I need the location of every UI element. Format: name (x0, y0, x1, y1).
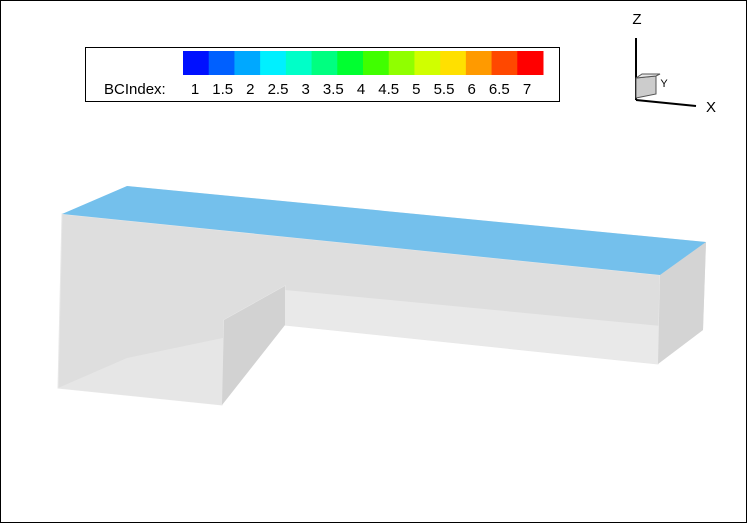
triad-cube-top (635, 73, 661, 79)
top-face (62, 186, 706, 275)
legend-labels: 1 1.5 2 2.5 3 3.5 4 4.5 5 5.5 6 6.5 7 (191, 81, 531, 98)
legend-label: 3.5 (323, 81, 344, 98)
end-face (658, 242, 706, 364)
legend-swatch (183, 51, 210, 75)
legend-label: 4 (357, 81, 365, 98)
notch-face (222, 286, 285, 405)
arm-bottom (285, 290, 703, 364)
legend-swatch (260, 51, 287, 75)
legend-label: 3 (301, 81, 309, 98)
legend-label: 1 (191, 81, 199, 98)
legend-swatch (440, 51, 467, 75)
geometry (57, 186, 706, 406)
legend-swatch (517, 51, 544, 75)
triad-cube (635, 75, 657, 99)
legend-swatch (285, 51, 313, 75)
legend-label: 6 (467, 81, 475, 98)
x-axis (635, 99, 697, 107)
legend-label: 6.5 (489, 81, 510, 98)
legend-swatch (491, 51, 518, 75)
legend-swatch (414, 51, 441, 75)
legend-label: 5 (412, 81, 420, 98)
legend-label: 1.5 (212, 81, 233, 98)
legend-swatch (311, 51, 338, 75)
legend-swatch (363, 51, 390, 75)
y-label: Y (660, 78, 668, 90)
legend-title: BCIndex: (104, 81, 166, 98)
legend-swatch (337, 51, 364, 75)
legend-swatch (465, 51, 493, 75)
legend-label: 2 (246, 81, 254, 98)
legend-swatches (183, 51, 544, 75)
legend-label: 5.5 (434, 81, 455, 98)
x-label: X (706, 99, 716, 116)
legend-swatch (234, 51, 261, 75)
z-label: Z (632, 11, 641, 28)
legend-label: 4.5 (378, 81, 399, 98)
legend-label: 2.5 (268, 81, 289, 98)
legend-swatch (388, 51, 415, 75)
legend-label: 7 (523, 81, 531, 98)
axis-triad: Z X Y (632, 11, 716, 116)
legend-swatch (208, 51, 235, 75)
